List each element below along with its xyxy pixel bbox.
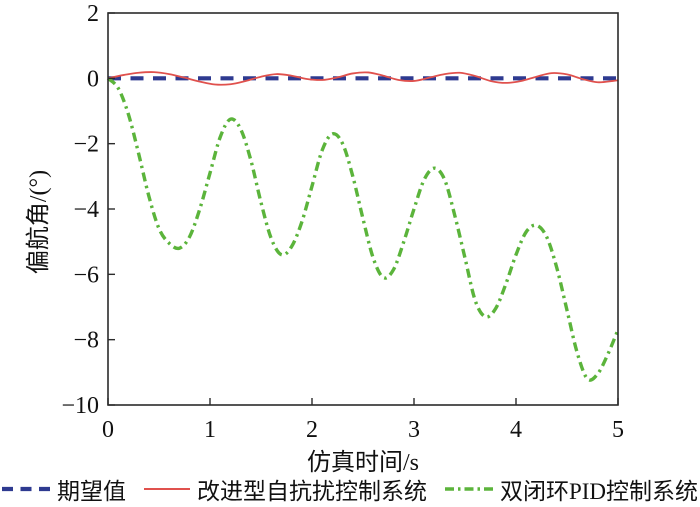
legend-label-adrc: 改进型自抗扰控制系统 — [196, 479, 427, 504]
x-tick-label: 5 — [612, 417, 624, 443]
legend-item-expected: 期望值 — [2, 472, 126, 506]
series-line-2 — [106, 77, 620, 382]
legend-label-pid: 双闭环PID控制系统 — [499, 479, 698, 504]
y-tick-label: −8 — [73, 328, 99, 354]
y-axis-label: 偏航角/(°) — [26, 169, 52, 275]
x-tick-label: 4 — [510, 417, 522, 443]
legend-label-expected: 期望值 — [57, 479, 126, 504]
y-tick-label: −10 — [61, 393, 99, 419]
legend-item-adrc: 改进型自抗扰控制系统 — [143, 472, 427, 506]
dashed-line-swatch-icon — [2, 486, 50, 492]
x-tick-label: 3 — [408, 417, 420, 443]
x-axis-label: 仿真时间/s — [306, 450, 419, 476]
y-tick-label: −2 — [73, 132, 99, 158]
x-tick-label: 0 — [102, 417, 114, 443]
y-tick-label: −4 — [73, 197, 99, 223]
x-tick-label: 1 — [204, 417, 216, 443]
legend-item-pid: 双闭环PID控制系统 — [444, 472, 698, 506]
legend: 期望值 改进型自抗扰控制系统 双闭环PID控制系统 — [0, 473, 700, 505]
dashdot-line-swatch-icon — [444, 487, 493, 491]
x-tick-label: 2 — [306, 417, 318, 443]
y-tick-label: −6 — [73, 262, 99, 288]
y-tick-label: 2 — [87, 1, 99, 27]
series-line-1 — [107, 71, 619, 86]
solid-line-swatch-icon — [143, 488, 190, 490]
y-tick-label: 0 — [87, 66, 99, 92]
